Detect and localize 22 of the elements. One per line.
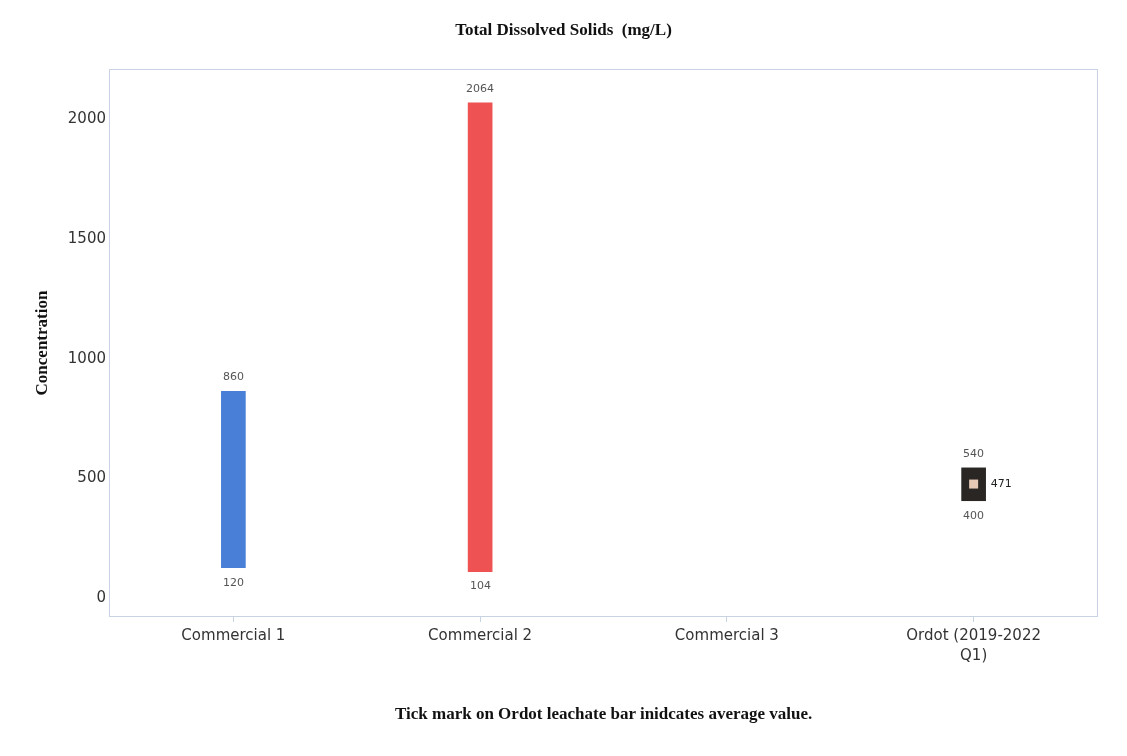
bar	[221, 390, 246, 569]
text: Tick mark on Ordot leachate bar inidcates average value.	[395, 704, 813, 723]
data-label: 471	[980, 476, 1012, 490]
x-tick-label: Commercial 1	[181, 626, 286, 644]
y-axis-title: Concentration	[32, 290, 52, 396]
bar	[961, 467, 986, 502]
annotation: 120	[223, 576, 244, 589]
y-tick-label: 1000	[67, 348, 106, 367]
chart-title: Total Dissolved Solids (mg/L)	[455, 19, 672, 39]
annotation: 2064	[466, 82, 494, 95]
x-tick-label: Ordot (2019-2022 Q1)	[906, 626, 1041, 664]
x-tick-label: Commercial 3	[674, 626, 779, 644]
y-tick-label: 1500	[67, 228, 106, 247]
bar	[467, 102, 493, 572]
x-tick-label: Commercial 2	[428, 626, 533, 644]
y-tick-label: 0	[96, 588, 106, 607]
annotation: 400	[963, 509, 984, 522]
annotation: 104	[470, 579, 491, 592]
annotation: 540	[963, 447, 984, 460]
annotation: 860	[223, 370, 244, 383]
y-tick-label: 2000	[67, 109, 106, 128]
y-tick-label: 500	[77, 468, 106, 487]
